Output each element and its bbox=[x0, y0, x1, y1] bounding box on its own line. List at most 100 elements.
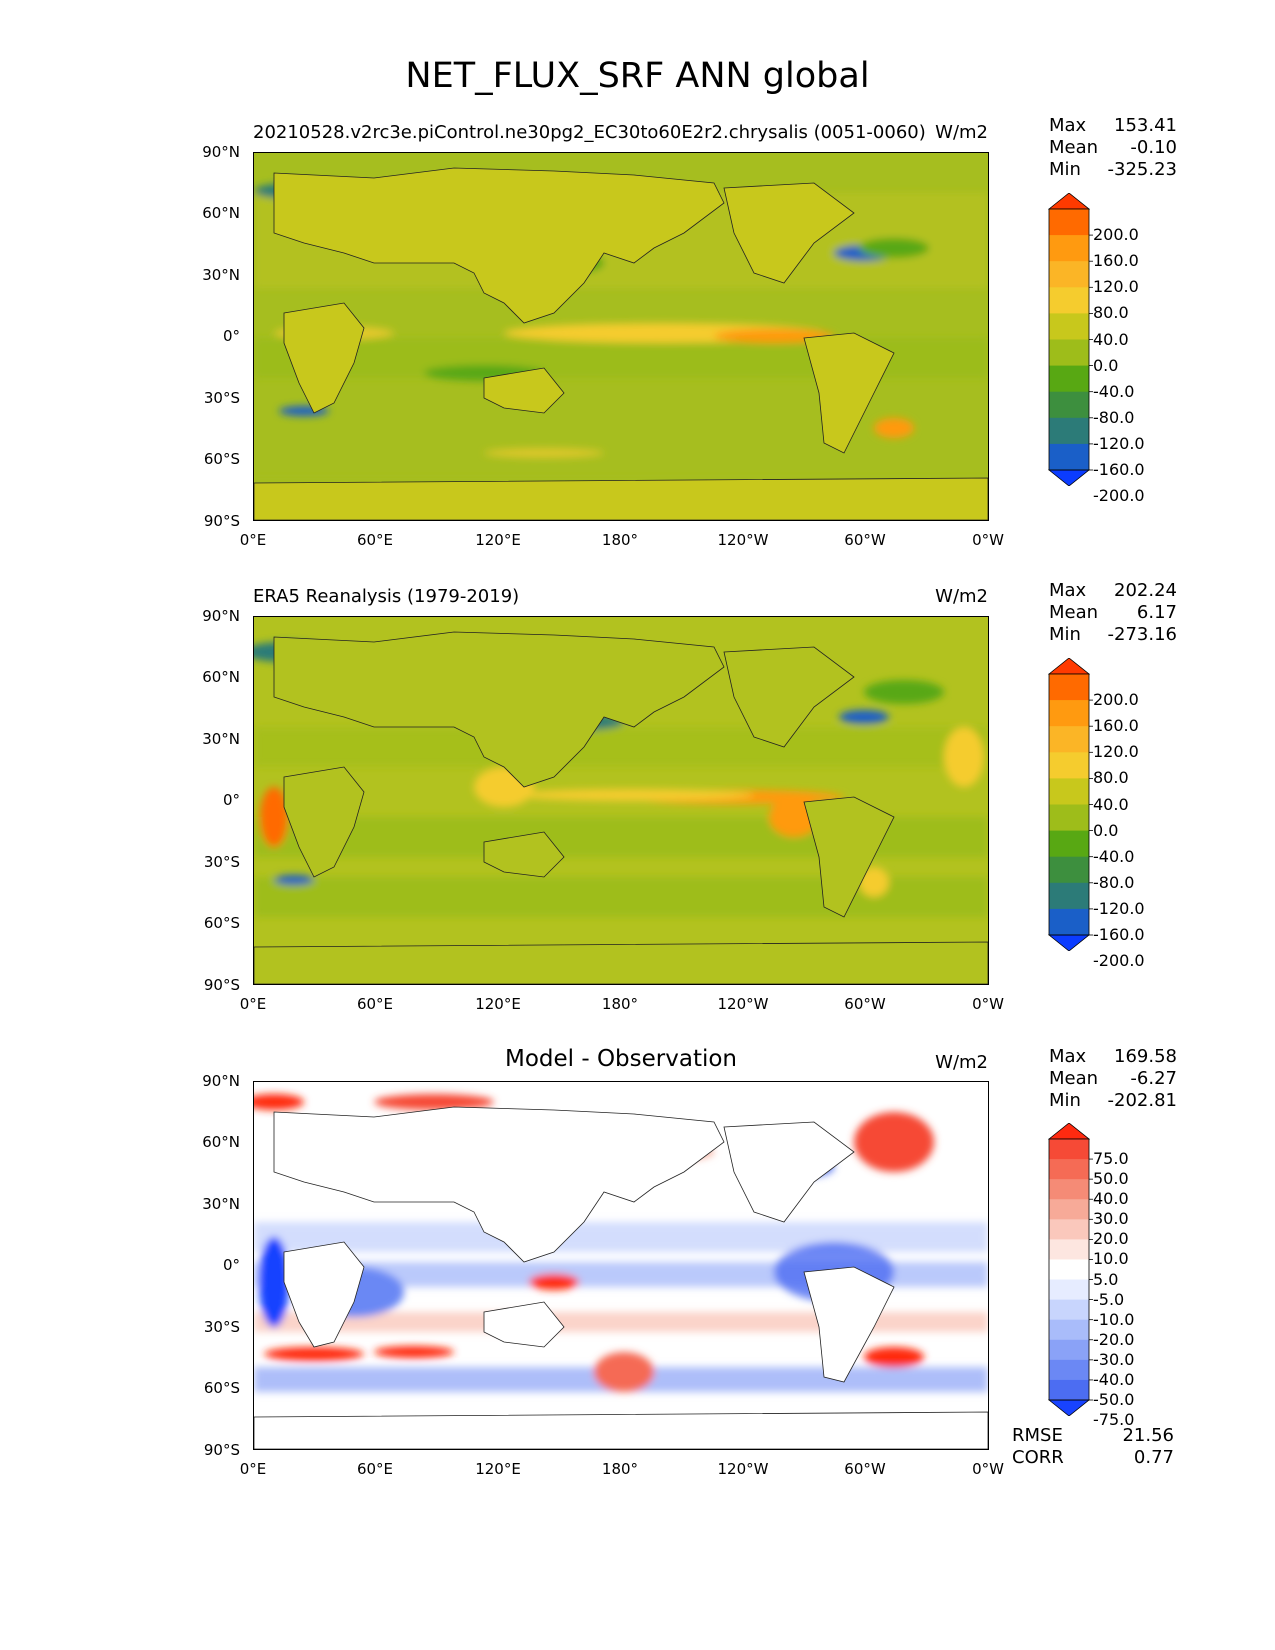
panel-3-ytick: 90°N bbox=[202, 1072, 240, 1090]
colorbar-swatches bbox=[1047, 657, 1093, 962]
colorbar-swatch bbox=[1049, 830, 1089, 858]
stat-mean-label: Mean bbox=[1049, 137, 1099, 158]
colorbar-tick-label: 160.0 bbox=[1093, 716, 1139, 736]
colorbar-tick-label: 80.0 bbox=[1093, 303, 1129, 323]
panel-3-xtick: 0°W bbox=[972, 1460, 1004, 1478]
colorbar-swatch bbox=[1049, 1279, 1089, 1301]
panel-2-xtick: 120°W bbox=[717, 995, 769, 1013]
panel-3-stats: Max 169.58 Mean -6.27 Min -202.81 bbox=[1049, 1046, 1177, 1112]
panel-3-ytick: 30°S bbox=[203, 1318, 240, 1336]
panel-2-ytick: 90°N bbox=[202, 607, 240, 625]
panel-1-ytick: 90°S bbox=[203, 512, 240, 530]
colorbar-swatch bbox=[1049, 1359, 1089, 1381]
panel-3-ytick: 0° bbox=[222, 1256, 240, 1274]
panel-1-title: 20210528.v2rc3e.piControl.ne30pg2_EC30to… bbox=[253, 122, 926, 143]
colorbar-extend-max bbox=[1047, 657, 1091, 675]
panel-1-ytick: 60°N bbox=[202, 204, 240, 222]
panel-2-ytick: 30°N bbox=[202, 730, 240, 748]
colorbar-tick-label: -50.0 bbox=[1093, 1390, 1135, 1409]
panel-1-xtick: 120°W bbox=[717, 531, 769, 549]
panel-2-xtick: 60°E bbox=[356, 995, 394, 1013]
colorbar-swatch bbox=[1049, 908, 1089, 936]
panel-2-stats: Max 202.24 Mean 6.17 Min -273.16 bbox=[1049, 580, 1177, 646]
panel-1-ytick: 90°N bbox=[202, 143, 240, 161]
colorbar-swatch bbox=[1049, 365, 1089, 393]
panel-1-xtick: 180° bbox=[601, 531, 639, 549]
panel-3-map bbox=[253, 1081, 989, 1450]
colorbar-tick-label: 30.0 bbox=[1093, 1209, 1129, 1229]
stat-max-label: Max bbox=[1049, 1046, 1087, 1067]
panel-3-xtick: 180° bbox=[601, 1460, 639, 1478]
colorbar-swatch bbox=[1049, 804, 1089, 832]
colorbar-swatch bbox=[1049, 1179, 1089, 1200]
colorbar-swatch bbox=[1049, 856, 1089, 884]
rmse-value: 21.56 bbox=[1122, 1425, 1174, 1446]
colorbar-swatches bbox=[1047, 192, 1093, 497]
colorbar-swatch bbox=[1049, 443, 1089, 471]
stat-max-value: 202.24 bbox=[1114, 580, 1177, 601]
panel-1-map bbox=[253, 152, 989, 521]
colorbar-extend-max bbox=[1047, 192, 1091, 210]
panel-2-ytick: 60°N bbox=[202, 668, 240, 686]
rmse-label: RMSE bbox=[1012, 1425, 1063, 1446]
panel-1-xtick: 60°E bbox=[356, 531, 394, 549]
colorbar-tick-label: -120.0 bbox=[1093, 898, 1145, 918]
colorbar-swatches bbox=[1047, 1122, 1093, 1421]
panel-1-stats: Max 153.41 Mean -0.10 Min -325.23 bbox=[1049, 115, 1177, 181]
panel-1-xtick: 60°W bbox=[844, 531, 886, 549]
colorbar-swatch bbox=[1049, 417, 1089, 445]
panel-2-title: ERA5 Reanalysis (1979-2019) bbox=[253, 586, 520, 607]
colorbar-swatch bbox=[1049, 1259, 1089, 1281]
colorbar-swatch bbox=[1049, 261, 1089, 288]
colorbar-swatch bbox=[1049, 1299, 1089, 1321]
colorbar-tick-label: -120.0 bbox=[1093, 433, 1145, 453]
colorbar-swatch bbox=[1049, 726, 1089, 753]
panel-2-ytick: 0° bbox=[222, 791, 240, 809]
colorbar-swatch bbox=[1049, 287, 1089, 314]
panel-1-units: W/m2 bbox=[935, 122, 988, 143]
stat-min-label: Min bbox=[1049, 1090, 1081, 1111]
colorbar-tick-label: 80.0 bbox=[1093, 768, 1129, 788]
panel-1-xtick: 0°W bbox=[972, 531, 1004, 549]
colorbar-swatch bbox=[1049, 778, 1089, 805]
colorbar-tick-label: 5.0 bbox=[1093, 1269, 1119, 1289]
panel-2-xtick: 0°W bbox=[972, 995, 1004, 1013]
panel-1-xtick: 120°E bbox=[475, 531, 521, 549]
panel-2-ytick: 60°S bbox=[203, 914, 240, 932]
colorbar-swatch bbox=[1049, 752, 1089, 779]
colorbar-tick-label: -40.0 bbox=[1093, 381, 1135, 401]
colorbar-tick-label: 120.0 bbox=[1093, 277, 1139, 297]
panel-3-xtick: 0°E bbox=[239, 1460, 267, 1478]
colorbar-extend-min bbox=[1047, 469, 1091, 487]
stat-mean-value: -6.27 bbox=[1130, 1068, 1177, 1089]
colorbar-tick-label: 75.0 bbox=[1093, 1149, 1129, 1169]
colorbar-tick-label: 50.0 bbox=[1093, 1169, 1129, 1189]
panel-3-colorbar: 75.0 50.0 40.0 30.0 20.0 10.0 5.0 -5.0 -10.0 -20.… bbox=[1047, 1122, 1157, 1428]
stat-max-label: Max bbox=[1049, 115, 1087, 136]
colorbar-swatch bbox=[1049, 1319, 1089, 1341]
panel-1-colorbar: 200.0 160.0 120.0 80.0 40.0 0.0 -40.0 -80.0 -120… bbox=[1047, 192, 1157, 504]
panel-1-coastlines bbox=[254, 167, 988, 520]
colorbar-tick-label: -30.0 bbox=[1093, 1349, 1135, 1369]
panel-1-ytick: 0° bbox=[222, 327, 240, 345]
colorbar-tick-label: 10.0 bbox=[1093, 1249, 1129, 1269]
stat-mean-label: Mean bbox=[1049, 1068, 1099, 1089]
panel-2-xtick: 180° bbox=[601, 995, 639, 1013]
panel-3-ytick: 30°N bbox=[202, 1195, 240, 1213]
colorbar-tick-label: 40.0 bbox=[1093, 794, 1129, 814]
panel-3-xtick: 60°E bbox=[356, 1460, 394, 1478]
stat-max-value: 153.41 bbox=[1114, 115, 1177, 136]
colorbar-tick-label: -40.0 bbox=[1093, 846, 1135, 866]
panel-2-map bbox=[253, 616, 989, 985]
panel-3-ytick: 60°N bbox=[202, 1133, 240, 1151]
colorbar-swatch bbox=[1049, 1199, 1089, 1220]
colorbar-swatch bbox=[1049, 1159, 1089, 1180]
colorbar-tick-label: -160.0 bbox=[1093, 925, 1145, 944]
stat-max-label: Max bbox=[1049, 580, 1087, 601]
panel-3-title: Model - Observation bbox=[504, 1046, 738, 1072]
panel-2-coastlines bbox=[254, 631, 988, 984]
colorbar-swatch bbox=[1049, 313, 1089, 340]
colorbar-tick-label: 0.0 bbox=[1093, 355, 1119, 375]
colorbar-tick-label: -200.0 bbox=[1093, 951, 1145, 971]
colorbar-swatch bbox=[1049, 674, 1089, 701]
